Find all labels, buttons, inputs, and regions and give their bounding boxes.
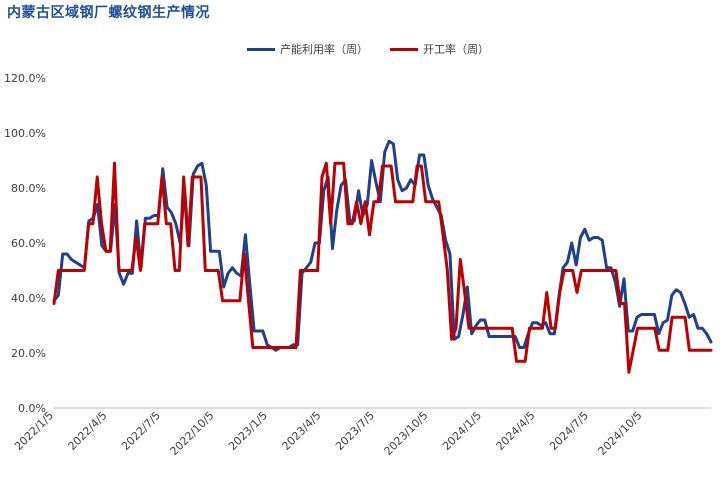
y-tick-label: 60.0% xyxy=(11,237,46,250)
x-tick-label: 2023/10/5 xyxy=(382,409,431,458)
y-tick-label: 80.0% xyxy=(11,182,46,195)
legend-item-capacity: 产能利用率（周） xyxy=(247,41,368,57)
x-tick-label: 2023/7/5 xyxy=(333,409,377,453)
x-tick-label: 2024/1/5 xyxy=(440,409,484,453)
y-tick-label: 100.0% xyxy=(4,127,46,140)
legend-label-operating: 开工率（周） xyxy=(423,43,489,56)
x-tick-label: 2022/10/5 xyxy=(168,409,217,458)
chart-title: 内蒙古区域钢厂螺纹钢生产情况 xyxy=(7,5,210,21)
x-tick-label: 2022/4/5 xyxy=(65,409,109,453)
x-tick-label: 2024/10/5 xyxy=(596,409,645,458)
series-line-operating-rate xyxy=(52,161,713,374)
legend-label-capacity: 产能利用率（周） xyxy=(280,43,368,56)
x-tick-label: 2024/4/5 xyxy=(493,409,537,453)
x-tick-label: 2023/1/5 xyxy=(226,409,270,453)
legend-swatch-operating xyxy=(390,47,418,51)
y-tick-label: 0.0% xyxy=(18,402,46,415)
legend-swatch-capacity xyxy=(247,47,275,51)
x-tick-label: 2023/4/5 xyxy=(279,409,323,453)
x-tick-label: 2024/7/5 xyxy=(547,409,591,453)
x-tick-label: 2022/7/5 xyxy=(119,409,163,453)
y-tick-label: 20.0% xyxy=(11,347,46,360)
x-tick-label: 2022/1/5 xyxy=(12,409,56,453)
y-tick-label: 40.0% xyxy=(11,292,46,305)
legend-item-operating: 开工率（周） xyxy=(390,41,489,57)
legend: 产能利用率（周） 开工率（周） xyxy=(247,41,489,57)
y-tick-label: 120.0% xyxy=(4,72,46,85)
